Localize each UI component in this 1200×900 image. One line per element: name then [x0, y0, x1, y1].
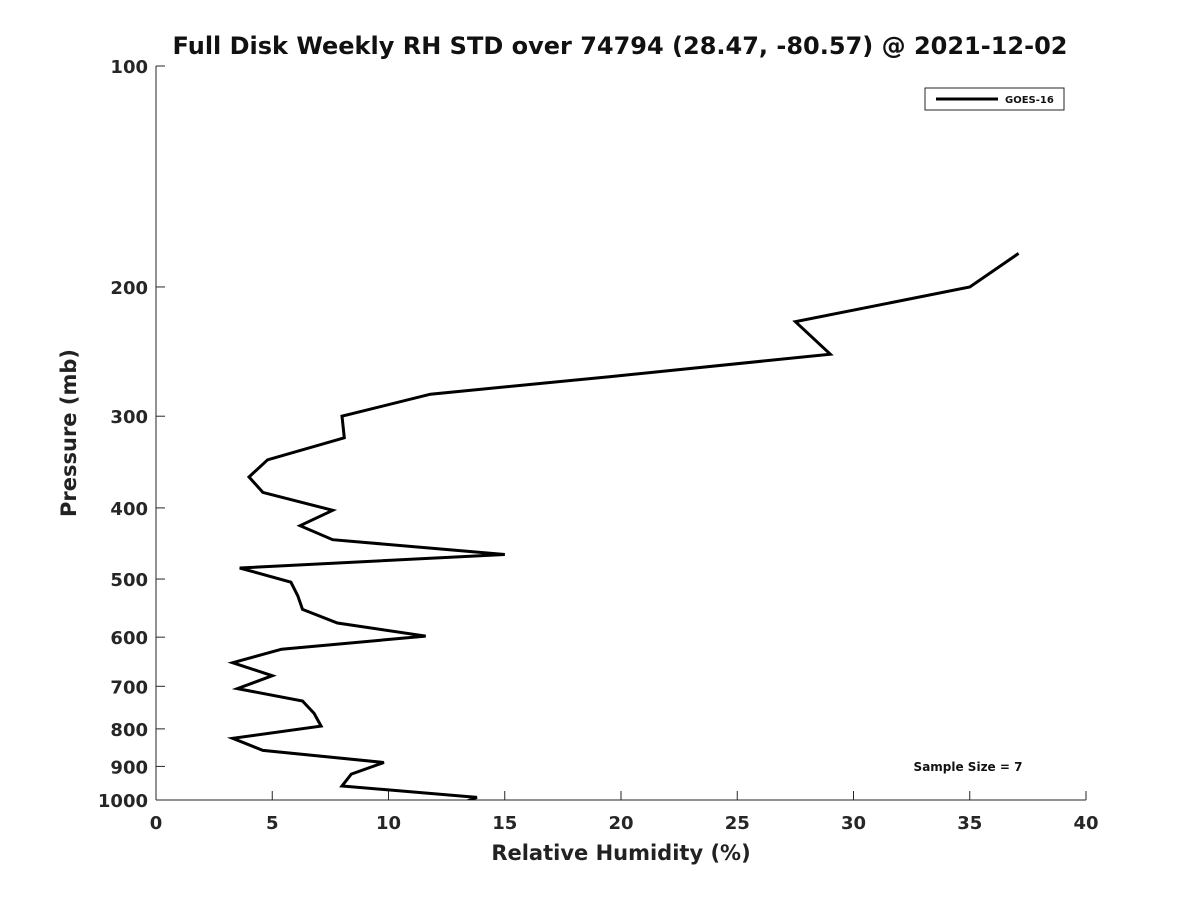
chart-title: Full Disk Weekly RH STD over 74794 (28.4…: [173, 32, 1068, 60]
x-tick-label: 15: [492, 813, 517, 834]
x-tick-label: 20: [608, 813, 633, 834]
x-tick-label: 40: [1073, 813, 1098, 834]
y-tick-label: 1000: [98, 791, 148, 812]
y-tick-label: 100: [110, 57, 148, 78]
x-ticks: 0 5 10 15 20 25 30 35 40: [150, 791, 1099, 834]
legend-label-goes-16: GOES-16: [1005, 95, 1054, 106]
x-axis-label: Relative Humidity (%): [491, 841, 750, 865]
y-tick-label: 300: [110, 407, 148, 428]
sample-size-annotation: Sample Size = 7: [914, 760, 1023, 774]
series-line-goes-16: [226, 252, 1020, 800]
y-tick-label: 800: [110, 720, 148, 741]
y-tick-label: 600: [110, 628, 148, 649]
y-axis-label: Pressure (mb): [57, 349, 81, 517]
axes: [155, 66, 1086, 801]
x-tick-label: 10: [376, 813, 401, 834]
x-tick-label: 30: [841, 813, 866, 834]
x-tick-label: 0: [150, 813, 163, 834]
y-tick-label: 900: [110, 757, 148, 778]
x-tick-label: 25: [725, 813, 750, 834]
legend: GOES-16: [924, 87, 1065, 111]
y-tick-label: 500: [110, 570, 148, 591]
y-ticks: 100 200 300 400 500 600 700 800 900 1000: [98, 57, 165, 812]
y-tick-label: 200: [110, 278, 148, 299]
x-tick-label: 35: [957, 813, 982, 834]
y-tick-label: 700: [110, 677, 148, 698]
y-tick-label: 400: [110, 499, 148, 520]
x-tick-label: 5: [266, 813, 279, 834]
series-group: [226, 252, 1020, 800]
